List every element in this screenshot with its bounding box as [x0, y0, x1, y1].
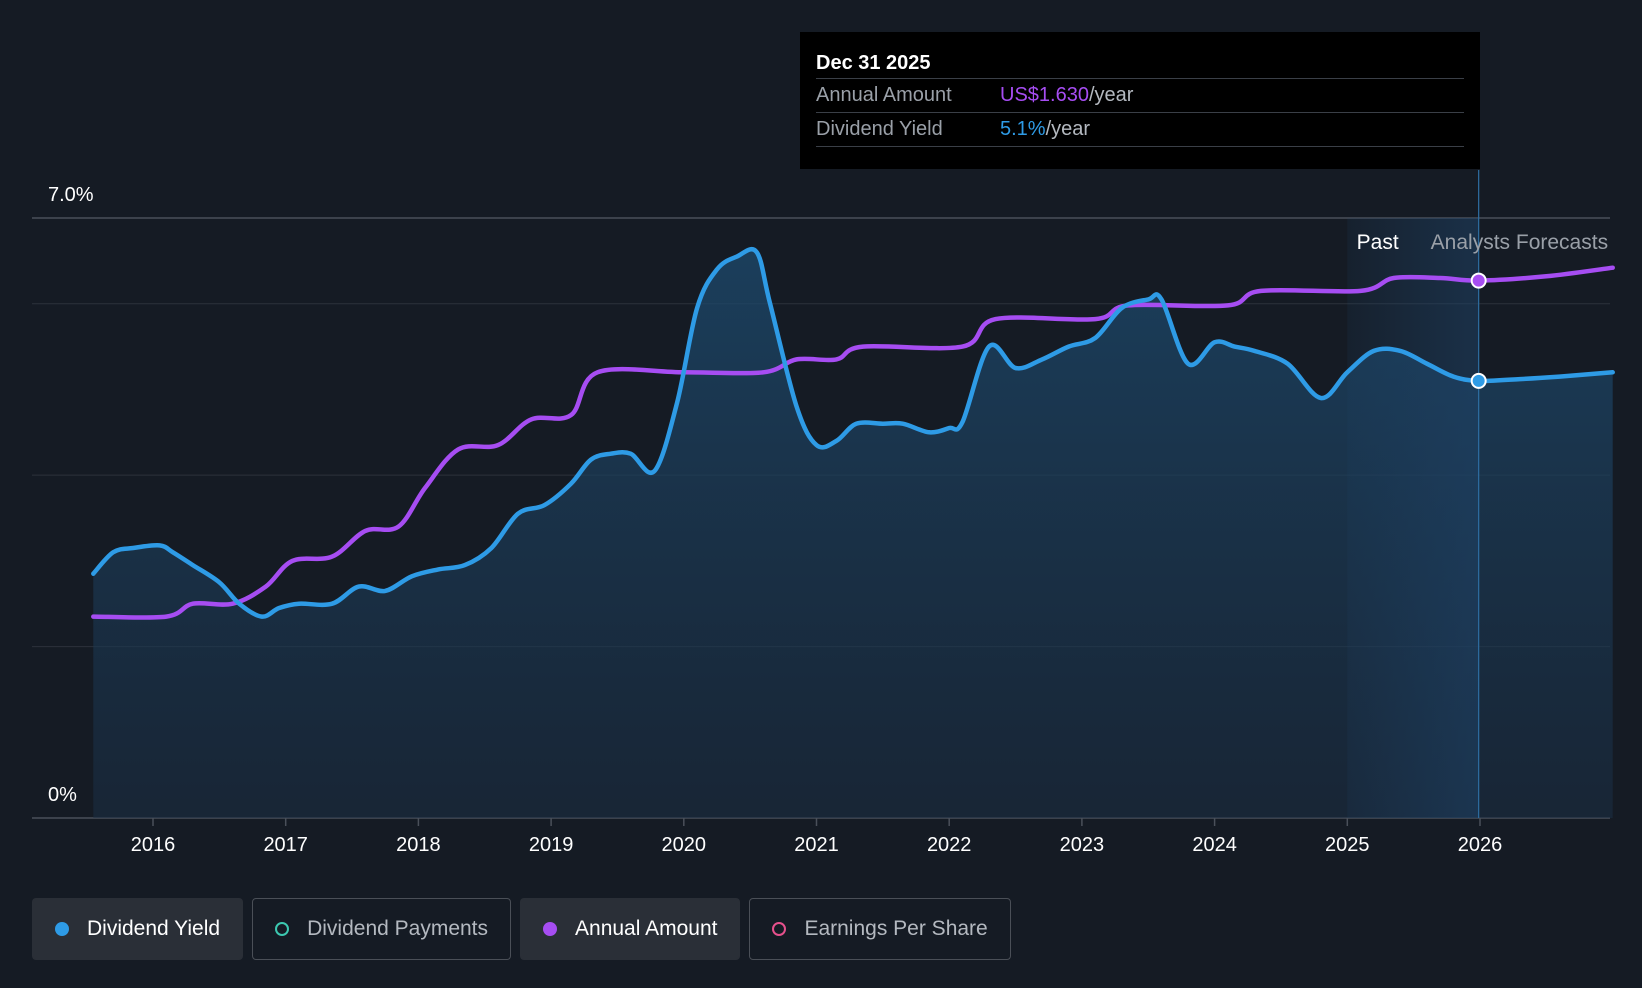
past-label: Past	[1357, 231, 1399, 254]
y-tick-label: 7.0%	[48, 184, 94, 206]
tooltip-yield-label: Dividend Yield	[816, 118, 943, 140]
x-tick-label: 2017	[263, 834, 308, 856]
x-tick-label: 2022	[927, 834, 972, 856]
x-tick-label: 2025	[1325, 834, 1370, 856]
past-band-rect	[1347, 218, 1479, 818]
x-tick-label: 2023	[1060, 834, 1105, 856]
tooltip-yield-unit: /year	[1045, 118, 1091, 140]
legend-label: Earnings Per Share	[804, 917, 988, 940]
dividend-yield-dot-icon	[55, 922, 69, 936]
earnings-per-share-ring-icon	[772, 922, 787, 936]
axis-labels: 0% 7.0% 2016 2017 2018 2019 2020 2021 2022 2023 20…	[48, 184, 1608, 856]
legend-dividend-payments[interactable]: Dividend Payments	[252, 898, 512, 960]
legend-label: Dividend Yield	[87, 917, 221, 940]
tooltip-amount-value: US$1.630	[1000, 84, 1089, 106]
dividend-yield-line	[91, 246, 1615, 619]
x-tick-label: 2024	[1192, 834, 1237, 856]
legend-dividend-yield[interactable]: Dividend Yield	[32, 898, 244, 960]
annual-amount-line	[91, 265, 1615, 620]
forecast-label: Analysts Forecasts	[1431, 231, 1608, 254]
legend: Dividend Yield Dividend Payments Annual …	[32, 898, 1011, 960]
tooltip-yield-row: Dividend Yield 5.1%/year	[816, 112, 1464, 147]
annual-amount-marker	[1470, 272, 1487, 289]
dividend-payments-ring-icon	[275, 922, 290, 936]
highlight-markers	[1470, 272, 1487, 389]
tooltip-yield-value: 5.1%	[1000, 118, 1046, 140]
tooltip-amount-label: Annual Amount	[816, 84, 952, 106]
y-tick-label: 0%	[48, 784, 77, 806]
tooltip-date: Dec 31 2025	[816, 52, 931, 74]
dividend-yield-marker	[1470, 372, 1487, 389]
tooltip: Dec 31 2025 Annual Amount US$1.630/year …	[800, 32, 1480, 169]
legend-label: Dividend Payments	[307, 917, 489, 940]
legend-annual-amount[interactable]: Annual Amount	[520, 898, 741, 960]
legend-label: Annual Amount	[575, 917, 718, 940]
tooltip-amount-row: Annual Amount US$1.630/year	[816, 78, 1464, 112]
yield-area-fill	[93, 249, 1613, 819]
x-tick-label: 2021	[794, 834, 839, 856]
annual-amount-dot-icon	[543, 922, 558, 936]
x-tick-label: 2016	[131, 834, 176, 856]
series-lines	[91, 246, 1615, 620]
x-tick-label: 2018	[396, 834, 441, 856]
legend-earnings-per-share[interactable]: Earnings Per Share	[749, 898, 1011, 960]
yield-area	[93, 249, 1613, 819]
tooltip-amount-unit: /year	[1088, 84, 1134, 106]
x-tick-label: 2019	[529, 834, 574, 856]
x-tick-label: 2020	[662, 834, 707, 856]
x-tick-label: 2026	[1458, 834, 1503, 856]
past-shaded-band	[1347, 170, 1480, 818]
